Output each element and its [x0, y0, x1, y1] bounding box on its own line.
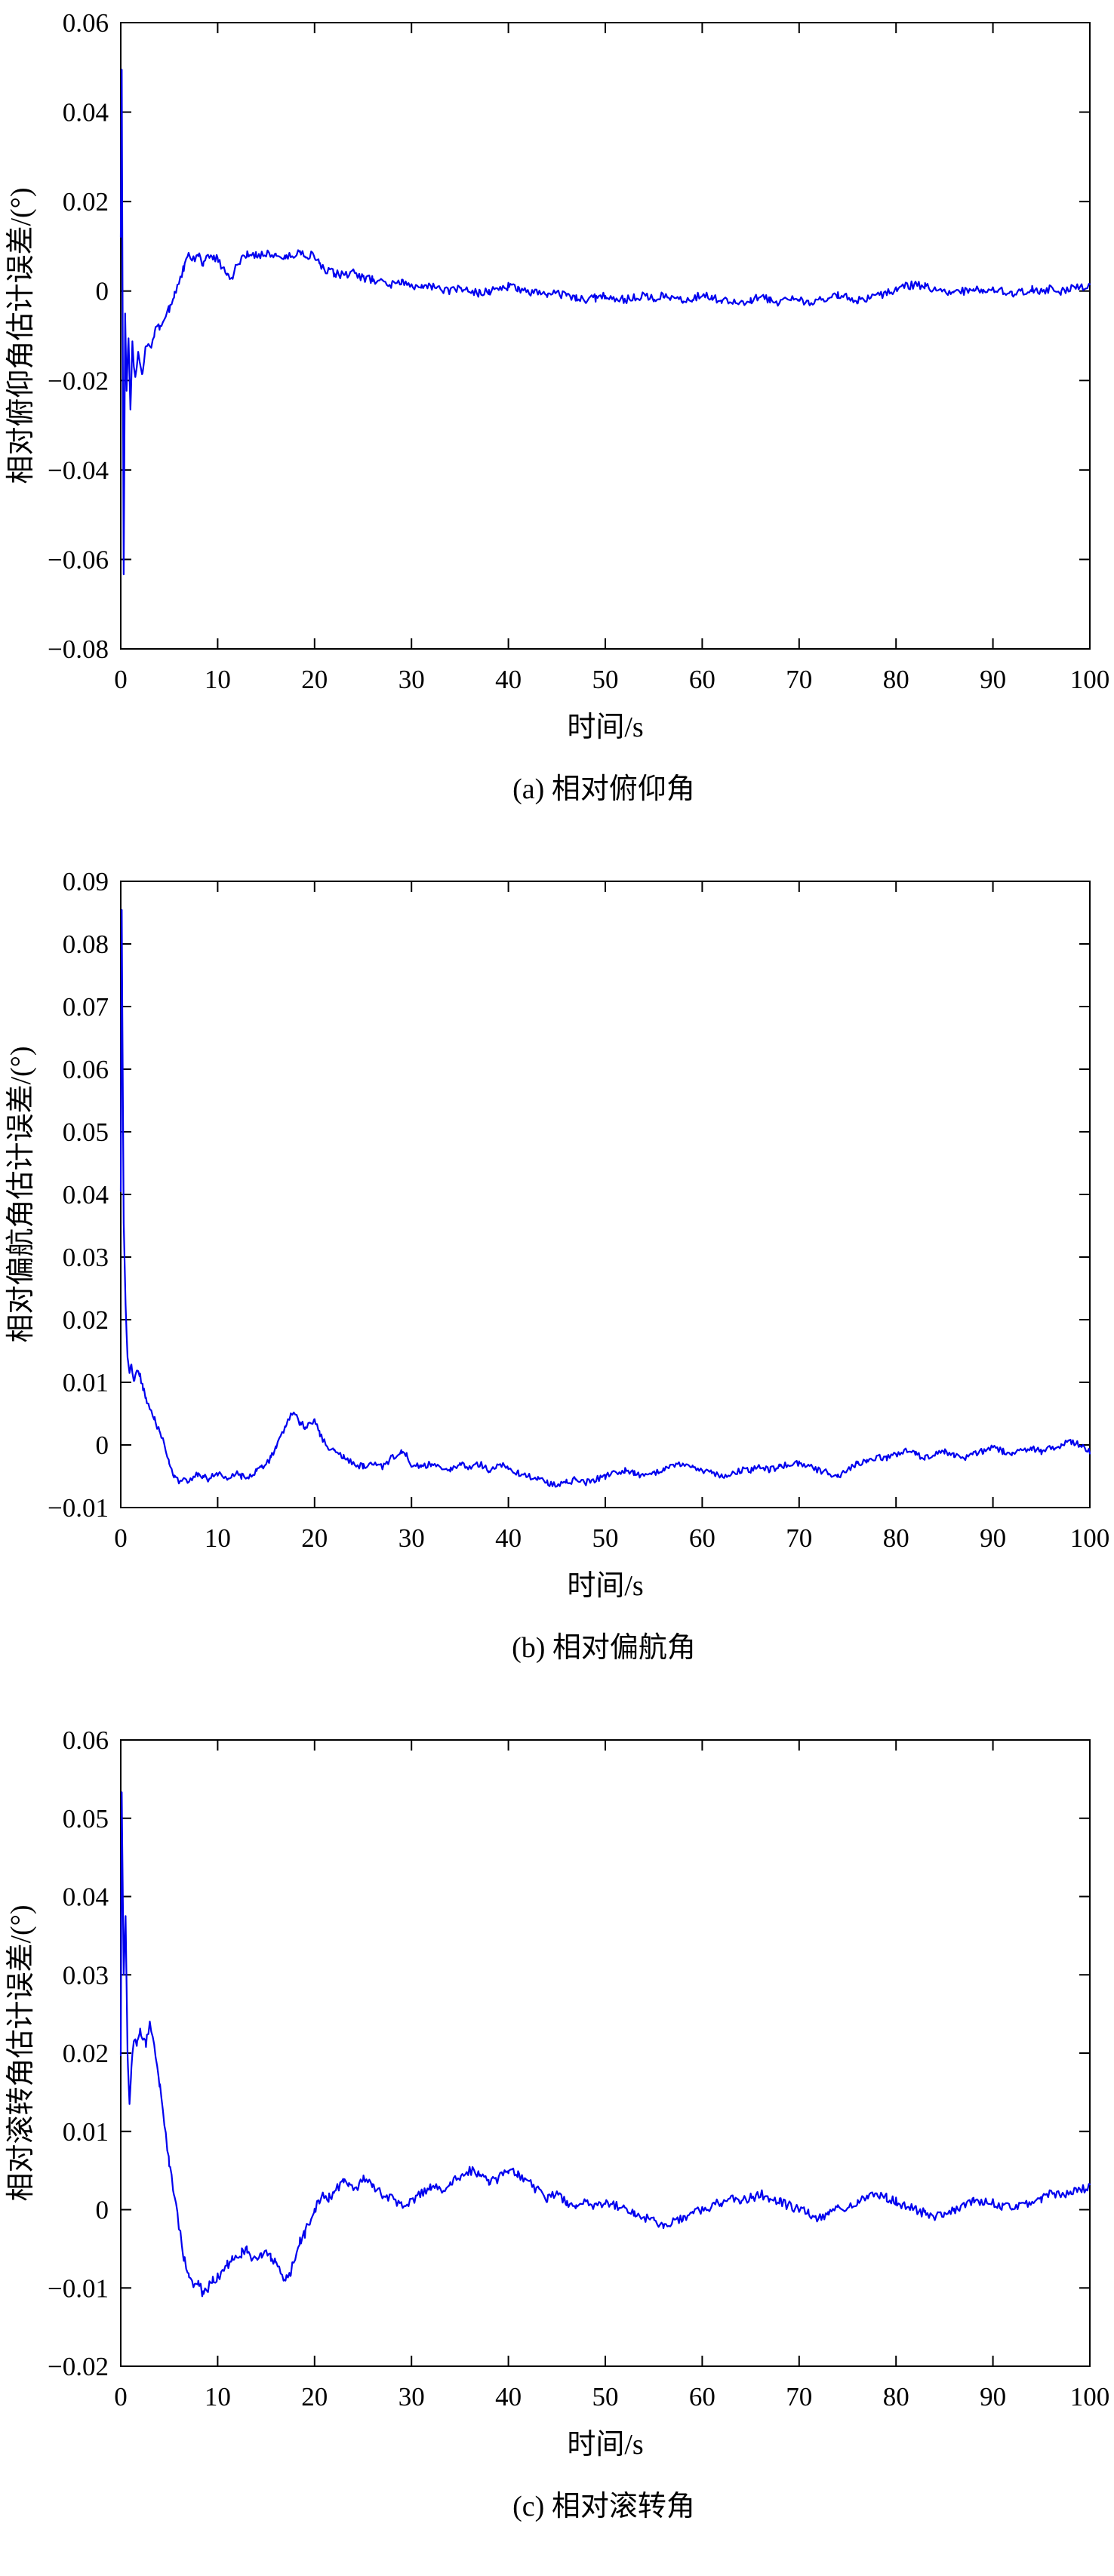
y-axis-label: 相对俯仰角估计误差/(°): [5, 187, 37, 484]
x-tick-label: 90: [980, 665, 1006, 694]
chart-pitch-block: 0 10 20 30 40 50 60 70 80 90 100 −0.08 −0.06 −0.04 −0.…: [0, 0, 1114, 859]
chart-yaw-svg: 0 10 20 30 40 50 60 70 80 90 100−0.0100.010.020.03…: [5, 867, 1110, 1602]
y-tick-label: 0.07: [63, 992, 109, 1022]
y-tick-label: 0.04: [63, 98, 109, 128]
x-tick-label: 10: [205, 665, 231, 694]
chart-roll-caption: (c) 相对滚转角: [512, 2491, 695, 2522]
y-tick-label: 0.06: [63, 1055, 109, 1084]
y-tick-label: 0.08: [63, 930, 109, 959]
y-tick-label: 0.06: [63, 8, 109, 38]
x-tick-label: 90: [980, 1523, 1006, 1553]
series-line: [119, 69, 1091, 576]
x-axis-label: 时间/s: [567, 1570, 643, 1602]
y-tick-label: 0.03: [63, 1960, 109, 1990]
chart-yaw-block: 0 10 20 30 40 50 60 70 80 90 100 −0.01 0 0.01 0.02 0.03…: [0, 859, 1114, 1717]
y-tick-label: −0.04: [48, 456, 109, 485]
x-tick-label: 0: [114, 1523, 128, 1553]
y-tick-label: 0.01: [63, 1368, 109, 1397]
plot-box: [120, 22, 1091, 650]
series-line: [119, 1791, 1091, 2298]
x-tick-label: 100: [1070, 1523, 1110, 1553]
x-tick-label: 20: [301, 2382, 328, 2412]
x-tick-label: 50: [592, 2382, 619, 2412]
y-tick-label: 0: [96, 2196, 109, 2225]
x-tick-label: 80: [883, 2382, 909, 2412]
x-tick-label: 30: [399, 1523, 425, 1553]
y-tick-label: 0: [96, 277, 109, 306]
x-tick-label: 0: [114, 665, 128, 694]
y-axis-label: 相对滚转角估计误差/(°): [5, 1904, 37, 2201]
x-tick-label: 60: [689, 665, 715, 694]
y-tick-label: −0.01: [48, 1493, 109, 1523]
y-tick-label: 0.04: [63, 1180, 109, 1210]
x-axis-label: 时间/s: [567, 712, 643, 743]
x-tick-label: 50: [592, 1523, 619, 1553]
x-tick-label: 10: [205, 1523, 231, 1553]
y-tick-label: 0.01: [63, 2117, 109, 2147]
x-tick-label: 80: [883, 1523, 909, 1553]
chart-yaw-caption: (b) 相对偏航角: [512, 1632, 696, 1664]
y-tick-label: 0: [96, 1431, 109, 1460]
x-tick-label: 50: [592, 665, 619, 694]
x-tick-label: 10: [205, 2382, 231, 2412]
chart-roll-block: 0 10 20 30 40 50 60 70 80 90 100 −0.02 −0.01 0 0.01 0.0…: [0, 1717, 1114, 2576]
x-tick-label: 40: [495, 665, 522, 694]
plot-box: [120, 1739, 1091, 2367]
x-axis-label: 时间/s: [567, 2429, 643, 2461]
series-line: [119, 908, 1091, 1488]
y-tick-label: 0.02: [63, 1305, 109, 1335]
x-tick-label: 60: [689, 1523, 715, 1553]
x-tick-label: 30: [399, 665, 425, 694]
x-tick-label: 70: [786, 1523, 812, 1553]
x-tick-label: 20: [301, 665, 328, 694]
y-tick-label: 0.04: [63, 1883, 109, 1912]
x-tick-label: 60: [689, 2382, 715, 2412]
y-tick-label: 0.06: [63, 1726, 109, 1755]
x-tick-label: 40: [495, 2382, 522, 2412]
x-tick-label: 0: [114, 2382, 128, 2412]
y-tick-label: −0.02: [48, 366, 109, 395]
y-tick-label: −0.08: [48, 635, 109, 664]
chart-pitch-caption: (a) 相对俯仰角: [512, 773, 695, 805]
y-tick-label: 0.02: [63, 187, 109, 217]
x-tick-label: 100: [1070, 665, 1110, 694]
plot-box: [120, 881, 1091, 1508]
x-tick-label: 40: [495, 1523, 522, 1553]
y-tick-label: 0.02: [63, 2039, 109, 2068]
y-tick-label: −0.06: [48, 545, 109, 574]
y-tick-label: 0.05: [63, 1117, 109, 1147]
y-axis-label: 相对偏航角估计误差/(°): [5, 1046, 37, 1342]
x-tick-label: 90: [980, 2382, 1006, 2412]
x-tick-label: 80: [883, 665, 909, 694]
x-tick-label: 70: [786, 2382, 812, 2412]
x-tick-label: 20: [301, 1523, 328, 1553]
y-tick-label: 0.05: [63, 1804, 109, 1834]
y-tick-label: 0.09: [63, 867, 109, 896]
y-tick-label: −0.02: [48, 2352, 109, 2381]
chart-roll-svg: 0 10 20 30 40 50 60 70 80 90 100 −0.02 −0.01 0 0.01 0.0…: [5, 1726, 1110, 2461]
chart-pitch-svg: 0 10 20 30 40 50 60 70 80 90 100 −0.08 −0.06 −0.04 −0.…: [5, 8, 1110, 743]
y-tick-label: −0.01: [48, 2273, 109, 2303]
x-tick-label: 30: [399, 2382, 425, 2412]
x-tick-label: 100: [1070, 2382, 1110, 2412]
x-tick-label: 70: [786, 665, 812, 694]
y-tick-label: 0.03: [63, 1243, 109, 1272]
